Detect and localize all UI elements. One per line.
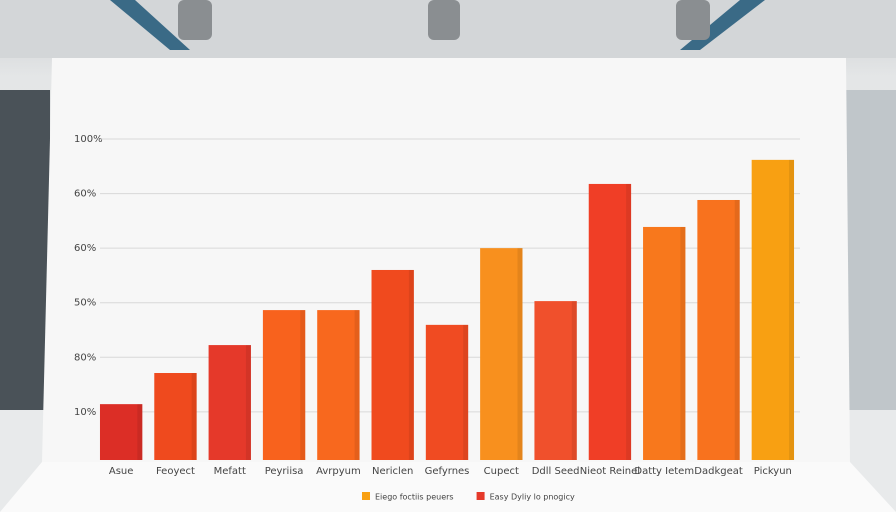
bar-shade [789,159,795,461]
bar [534,301,577,460]
stage [0,462,896,512]
x-tick-label: Avrpyum [316,466,361,477]
bar [154,373,197,460]
bar-shade [191,373,197,460]
x-tick-label: Cupect [484,466,519,477]
bar [99,404,143,460]
bar [208,345,251,460]
bar-shade [300,310,306,460]
bar-shade [680,226,686,460]
x-tick-label: Ddll Seed [532,466,580,477]
bar-shade [137,404,143,460]
bar [697,199,740,461]
x-tick-label: Dadkgeat [694,466,743,477]
y-tick-label: 60% [74,243,96,254]
legend-swatch [476,492,485,500]
legend-swatch [362,492,370,500]
y-tick-label: 50% [74,298,96,309]
bar-shade [354,310,360,460]
bar [480,248,523,460]
bar [643,226,686,460]
spotlight [428,0,460,40]
bar [425,324,469,460]
bar [371,269,414,460]
x-tick-label: Pickyun [754,466,792,477]
bar [317,310,360,460]
y-tick-label: 100% [74,134,103,145]
legend-label: Easy Dyliy lo pnogicy [490,493,575,502]
y-tick-label: 10% [74,407,96,418]
x-tick-label: Feoyect [156,466,195,477]
x-tick-label: Asue [109,466,134,477]
bar [262,310,306,460]
bar-shade [734,199,740,461]
x-tick-label: Gefyrnes [425,466,470,477]
bar-shade [408,269,414,460]
window-right [846,90,896,410]
x-tick-label: Nericlen [372,466,413,477]
y-tick-label: 80% [74,352,96,363]
x-tick-label: Nieot Reinel [580,466,640,477]
x-tick-label: Peyriisa [265,466,304,477]
legend: Eiego foctiis peuers Easy Dyliy lo pnogic… [362,492,575,502]
spotlight [178,0,212,40]
bar-shade [463,324,469,460]
bar-shade [626,183,632,460]
bar-shade [571,301,577,460]
y-tick-label: 60% [74,189,96,200]
beam [110,0,190,50]
window-left [0,90,50,410]
bar [751,159,795,461]
x-tick-label: Datty Ietem [634,466,694,477]
bar-shade [245,345,251,460]
bar [588,183,632,460]
bar-shade [517,248,523,460]
legend-label: Eiego foctiis peuers [375,493,454,502]
x-tick-label: Mefatt [214,466,246,477]
spotlight [676,0,710,40]
